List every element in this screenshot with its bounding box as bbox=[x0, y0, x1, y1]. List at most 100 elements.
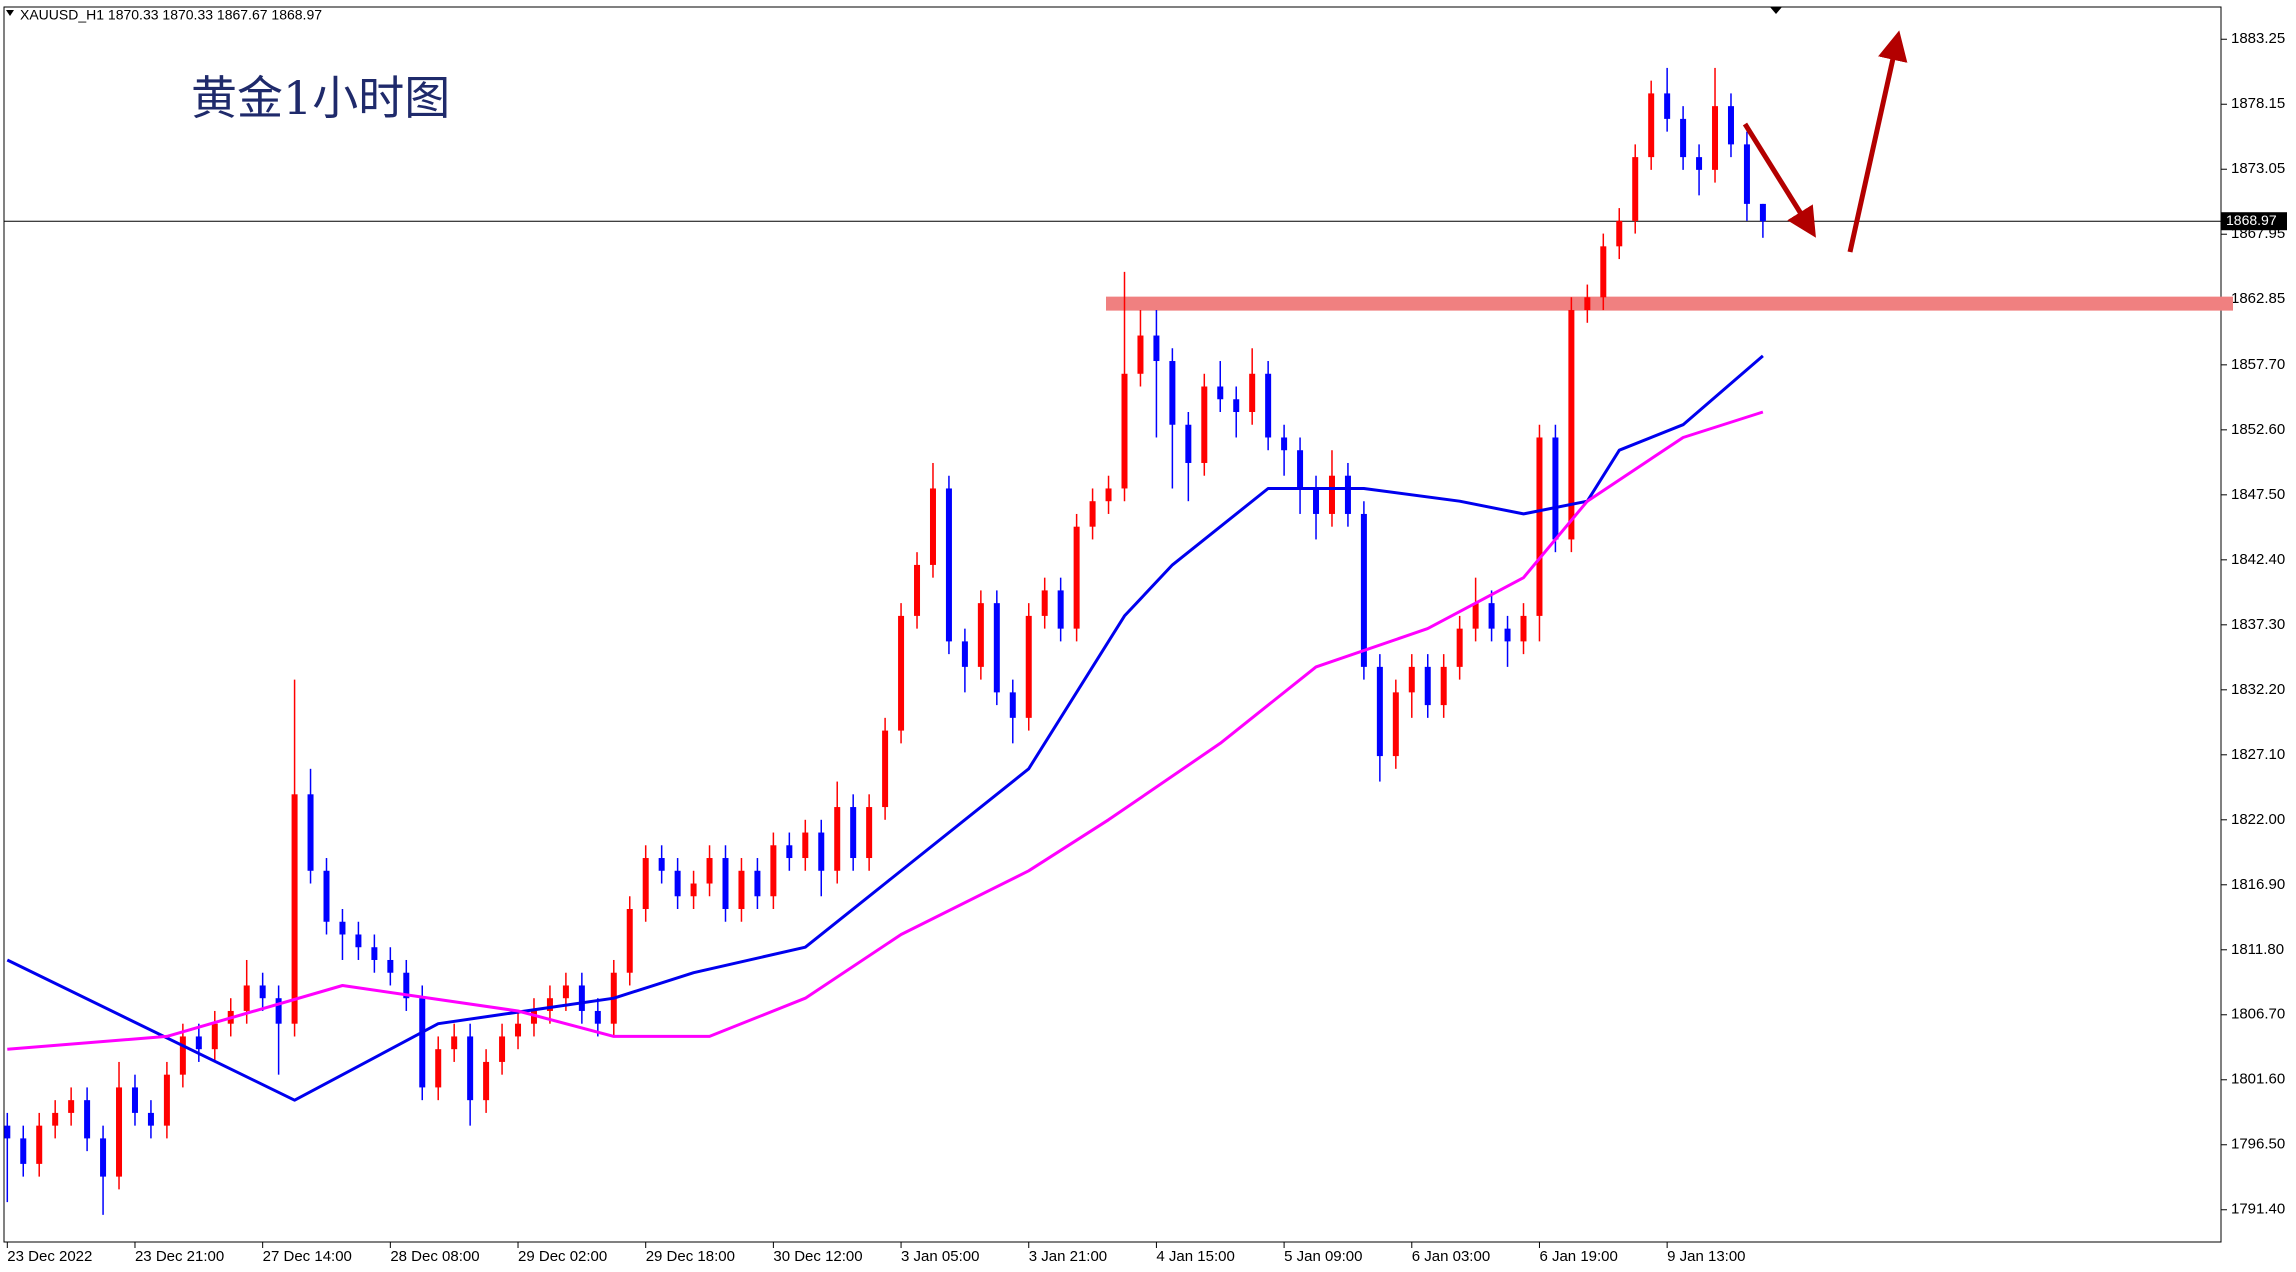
candle-body bbox=[1408, 666, 1415, 693]
candle-body bbox=[1376, 666, 1383, 757]
candle-body bbox=[52, 1112, 59, 1126]
candle-body bbox=[738, 870, 745, 910]
candle-body bbox=[578, 985, 585, 1011]
candle-body bbox=[1041, 590, 1048, 616]
plot-area: 1791.40 1796.50 1801.60 1806.70 1811.80 1816.… bbox=[4, 30, 2287, 1265]
y-tick-label: 1842.40 bbox=[2231, 551, 2285, 568]
candle-body bbox=[1328, 475, 1335, 514]
x-tick-label: 3 Jan 21:00 bbox=[1029, 1248, 1107, 1265]
candle-body bbox=[387, 959, 394, 973]
candle-body bbox=[1504, 628, 1511, 642]
moving-average-line bbox=[7, 410, 1764, 1051]
candle-body bbox=[818, 832, 825, 871]
candle-body bbox=[419, 998, 426, 1088]
candle-body bbox=[1472, 603, 1479, 629]
y-tick-label: 1822.00 bbox=[2231, 811, 2285, 828]
candle-body bbox=[323, 870, 330, 922]
shift-marker bbox=[1770, 7, 1782, 14]
candle-body bbox=[1105, 488, 1112, 502]
candle-body bbox=[770, 845, 777, 897]
candle-body bbox=[1025, 615, 1032, 718]
candle-body bbox=[1616, 220, 1623, 247]
candle-body bbox=[435, 1049, 442, 1088]
y-tick-label: 1873.05 bbox=[2231, 160, 2285, 177]
candle-body bbox=[594, 1010, 601, 1024]
x-tick-label: 23 Dec 21:00 bbox=[135, 1248, 224, 1265]
current-price-box bbox=[2221, 212, 2287, 231]
candle-body bbox=[866, 807, 873, 859]
y-tick-label: 1801.60 bbox=[2231, 1071, 2285, 1088]
candle-body bbox=[1185, 424, 1192, 463]
candle-body bbox=[1488, 603, 1495, 629]
candle-body bbox=[1696, 157, 1703, 170]
y-tick-label: 1796.50 bbox=[2231, 1136, 2285, 1153]
candle-body bbox=[898, 615, 905, 731]
candle-body bbox=[945, 488, 952, 642]
y-tick-label: 1862.85 bbox=[2231, 290, 2285, 307]
candle-body bbox=[1600, 246, 1607, 298]
candle-body bbox=[802, 832, 809, 859]
x-tick-label: 28 Dec 08:00 bbox=[390, 1248, 479, 1265]
candle-body bbox=[1648, 93, 1655, 158]
candle-body bbox=[690, 883, 697, 897]
candle-body bbox=[1520, 615, 1527, 642]
candle-body bbox=[754, 870, 761, 897]
candle-body bbox=[68, 1100, 75, 1113]
candle-body bbox=[451, 1036, 458, 1050]
x-tick-label: 29 Dec 02:00 bbox=[518, 1248, 607, 1265]
up-arrow bbox=[1847, 30, 1908, 253]
x-tick-label: 27 Dec 14:00 bbox=[263, 1248, 352, 1265]
y-tick-label: 1832.20 bbox=[2231, 681, 2285, 698]
candle-body bbox=[275, 998, 282, 1024]
moving-average-line bbox=[6, 354, 1764, 1102]
y-tick-label: 1811.80 bbox=[2231, 941, 2284, 958]
y-tick-label: 1852.60 bbox=[2231, 421, 2285, 438]
candle-body bbox=[291, 794, 298, 1024]
y-tick-label: 1791.40 bbox=[2231, 1201, 2285, 1218]
candle-body bbox=[961, 641, 968, 667]
candle-body bbox=[36, 1125, 43, 1164]
x-tick-label: 6 Jan 03:00 bbox=[1412, 1248, 1490, 1265]
candle-body bbox=[914, 564, 921, 616]
y-tick-label: 1837.30 bbox=[2231, 616, 2285, 633]
candle-body bbox=[642, 858, 649, 910]
candle-body bbox=[882, 730, 889, 808]
candle-body bbox=[722, 858, 729, 910]
candle-body bbox=[100, 1138, 107, 1177]
x-tick-label: 5 Jan 09:00 bbox=[1284, 1248, 1362, 1265]
candle-body bbox=[163, 1074, 170, 1126]
x-tick-label: 9 Jan 13:00 bbox=[1667, 1248, 1745, 1265]
candle-body bbox=[850, 807, 857, 859]
candle-body bbox=[1233, 399, 1240, 412]
candle-body bbox=[483, 1061, 490, 1101]
candle-body bbox=[1759, 203, 1766, 222]
candle-body bbox=[339, 921, 346, 935]
y-tick-label: 1857.70 bbox=[2231, 356, 2285, 373]
candle-body bbox=[1664, 93, 1671, 119]
candle-body bbox=[706, 858, 713, 884]
candle-body bbox=[259, 985, 266, 999]
candle-body bbox=[834, 807, 841, 871]
candle-body bbox=[371, 947, 378, 960]
candle-body bbox=[1089, 501, 1096, 527]
x-tick-label: 3 Jan 05:00 bbox=[901, 1248, 979, 1265]
candle-body bbox=[1265, 373, 1272, 438]
candle-body bbox=[403, 972, 410, 999]
candle-body bbox=[1169, 361, 1176, 425]
candle-body bbox=[1360, 513, 1367, 667]
candle-body bbox=[1727, 106, 1734, 145]
x-tick-label: 30 Dec 12:00 bbox=[773, 1248, 862, 1265]
y-tick-label: 1827.10 bbox=[2231, 746, 2285, 763]
x-tick-label: 29 Dec 18:00 bbox=[646, 1248, 735, 1265]
candle-body bbox=[658, 858, 665, 871]
candle-body bbox=[1313, 488, 1320, 514]
candle-body bbox=[4, 1125, 11, 1139]
candle-body bbox=[626, 909, 633, 973]
candle-body bbox=[307, 794, 314, 871]
y-tick-label: 1878.15 bbox=[2231, 95, 2285, 112]
candle-body bbox=[993, 603, 1000, 693]
y-tick-label: 1816.90 bbox=[2231, 876, 2285, 893]
candle-body bbox=[116, 1087, 123, 1177]
